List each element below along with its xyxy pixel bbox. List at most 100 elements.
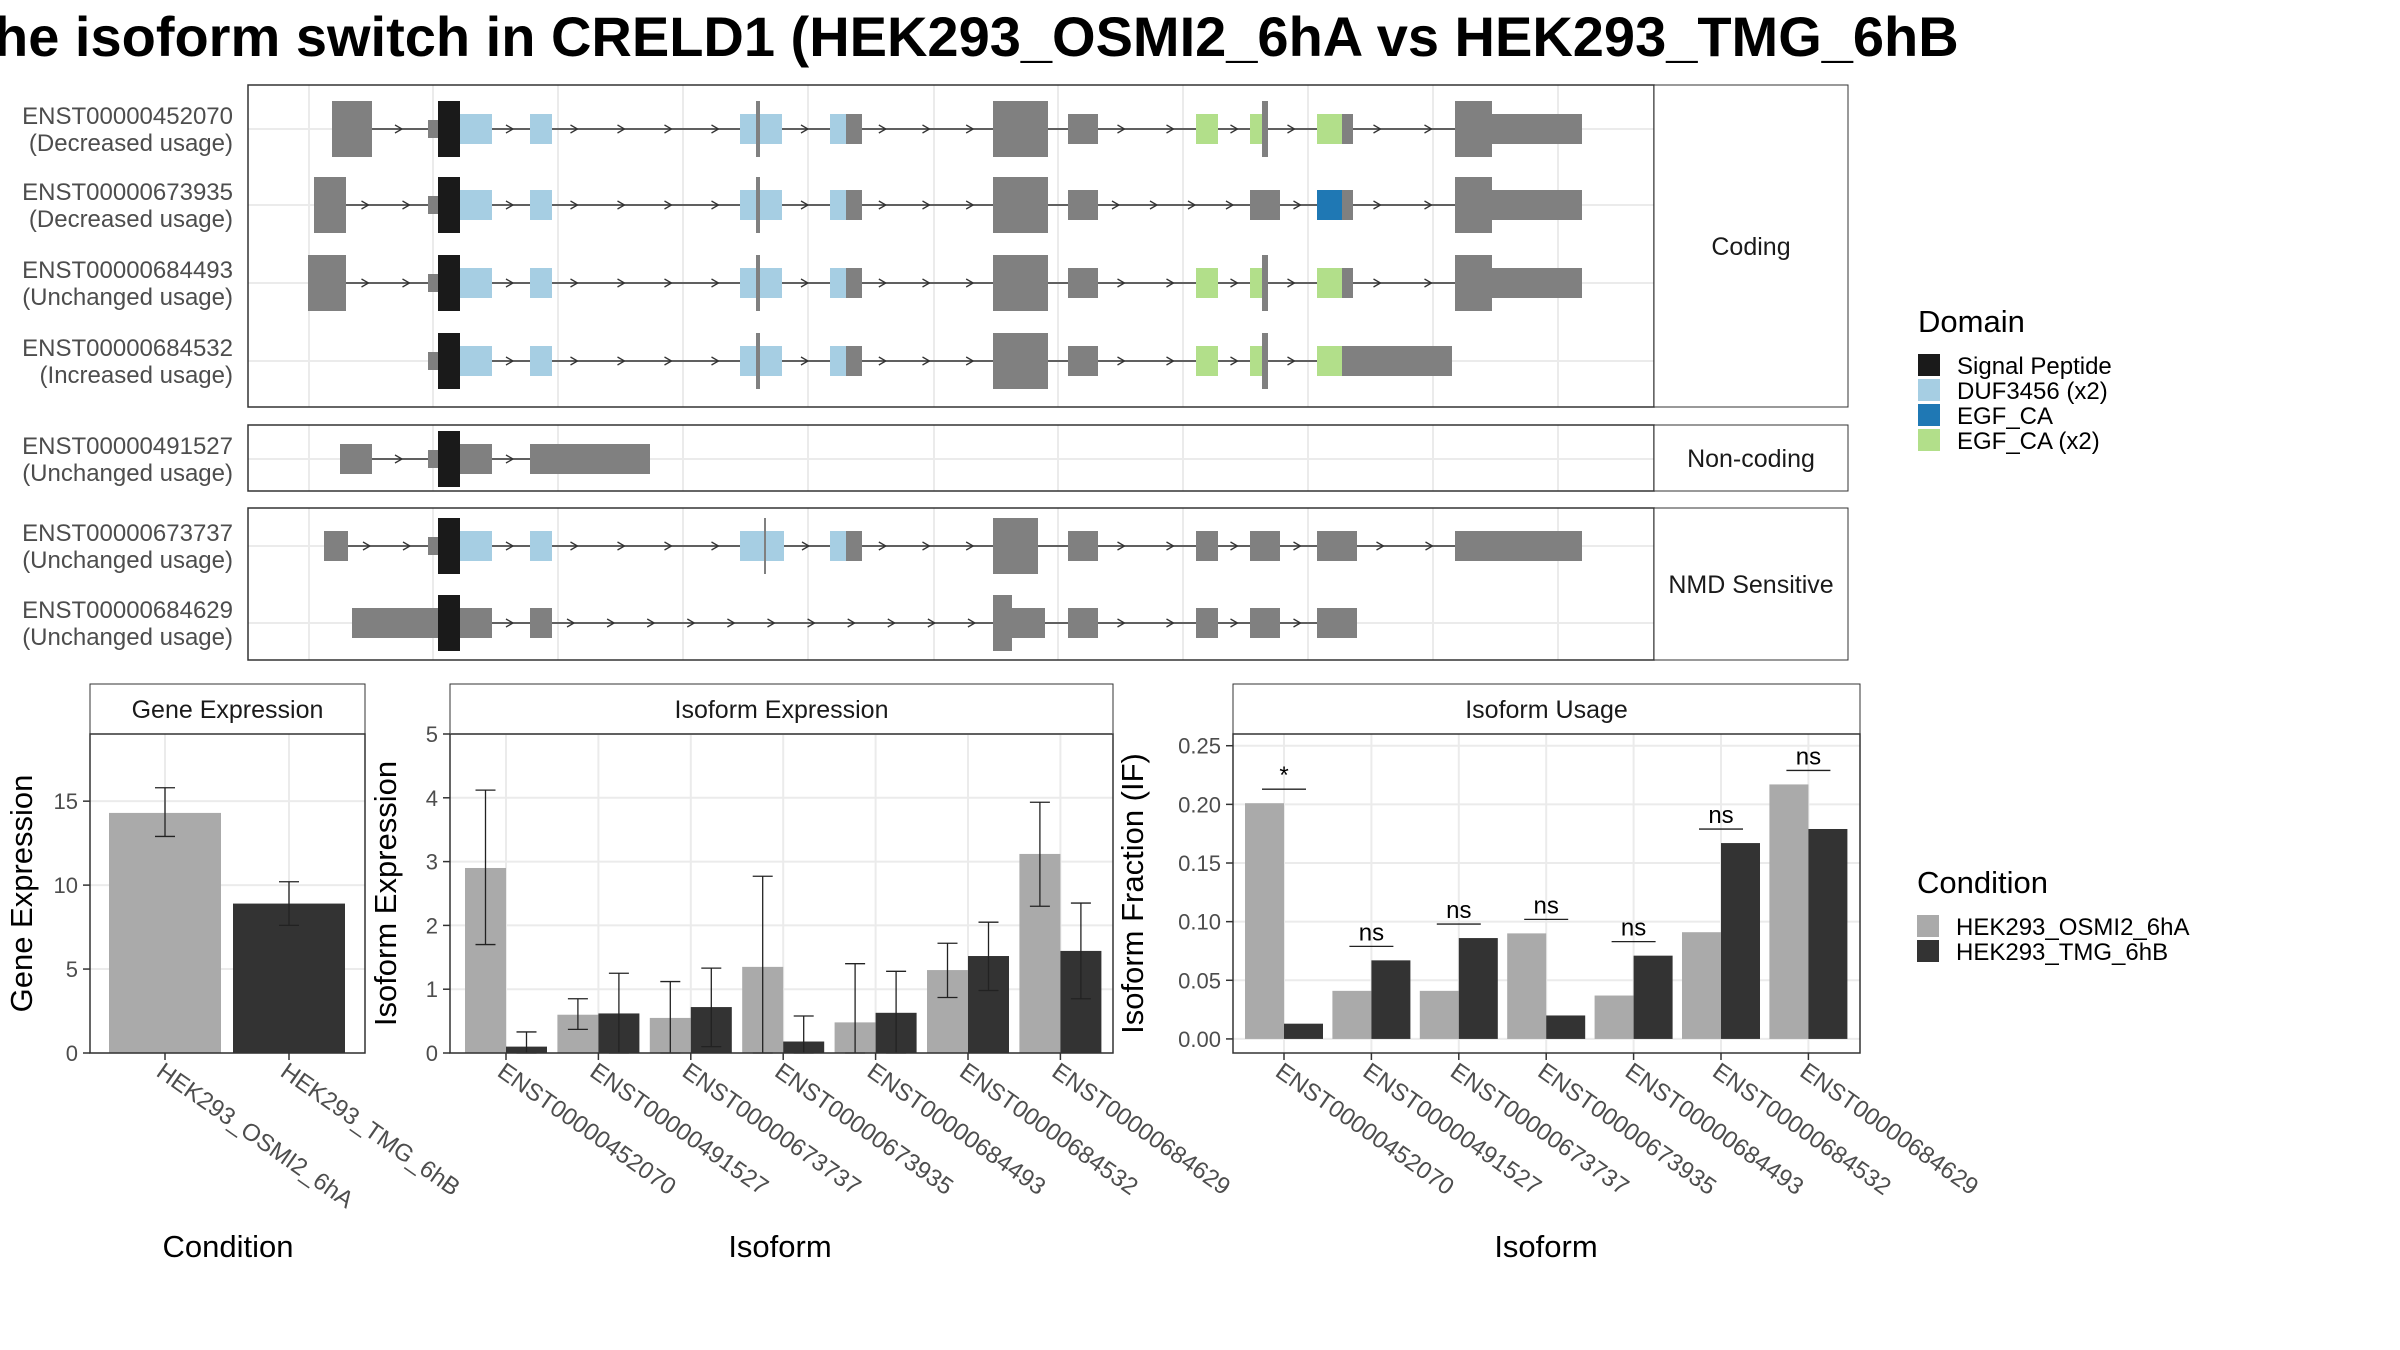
domain-segment <box>756 114 782 144</box>
isoform-usage-bar <box>1507 933 1547 1039</box>
gene-expression-bar <box>109 812 221 1053</box>
isoform-usage-ytick-label: 0.15 <box>1178 851 1221 876</box>
isoform-expression-ylabel: Isoform Expression <box>368 761 403 1026</box>
intron-arrow <box>878 541 888 551</box>
isoform-usage-significance-label: * <box>1279 762 1288 789</box>
intron-arrow <box>922 200 931 210</box>
condition-legend-swatch <box>1917 915 1939 937</box>
intron-arrow <box>927 618 937 628</box>
gene-expression-ytick-label: 10 <box>54 873 78 898</box>
intron-arrow <box>1230 541 1239 551</box>
gene-expression-ytick-label: 15 <box>54 789 78 814</box>
transcript-usage: (Unchanged usage) <box>22 547 233 574</box>
intron-arrow <box>402 278 411 288</box>
domain-segment <box>460 346 475 376</box>
intron-arrow <box>922 278 931 288</box>
domain-segment <box>1317 346 1342 376</box>
intron-arrow <box>505 454 515 464</box>
intron-arrow <box>922 124 931 134</box>
intron-arrow <box>1166 278 1175 288</box>
domain-legend-label: EGF_CA <box>1957 403 2053 430</box>
intron-arrow <box>617 356 626 366</box>
isoform-usage-bar <box>1332 990 1372 1039</box>
domain-segment <box>1250 114 1262 144</box>
domain-segment <box>438 518 460 574</box>
intron-arrow <box>1166 541 1175 551</box>
transcript-usage: (Unchanged usage) <box>22 284 233 311</box>
exon <box>428 537 438 555</box>
condition-legend-label: HEK293_TMG_6hB <box>1956 939 2168 966</box>
intron-arrow <box>887 618 897 628</box>
isoform-expression-ytick-label: 5 <box>426 722 438 747</box>
intron-arrow <box>664 200 673 210</box>
intron-arrow <box>361 200 370 210</box>
intron-arrow <box>878 124 888 134</box>
intron-arrow <box>570 356 579 366</box>
intron-arrow <box>800 200 810 210</box>
intron-arrow <box>566 618 576 628</box>
transcript-id: ENST00000673737 <box>22 520 233 547</box>
facet-strip <box>1653 424 1849 492</box>
intron-arrow <box>1293 618 1302 628</box>
domain-segment <box>756 268 782 298</box>
exon <box>1455 101 1492 157</box>
isoform-usage-bar <box>1419 990 1459 1039</box>
intron-arrow <box>686 618 696 628</box>
isoform-expression-ytick-label: 2 <box>426 913 438 938</box>
intron-arrow <box>1425 541 1434 551</box>
domain-segment <box>740 190 756 220</box>
exon-boundary <box>1262 101 1268 157</box>
exon <box>993 333 1048 389</box>
intron-arrow <box>1111 200 1121 210</box>
intron-arrow <box>1117 356 1126 366</box>
isoform-usage-significance-label: ns <box>1796 743 1821 770</box>
exon <box>530 444 552 474</box>
exon <box>993 255 1048 311</box>
isoform-usage-bar <box>1633 955 1673 1039</box>
intron-arrow <box>727 618 736 628</box>
exon <box>1068 531 1092 561</box>
domain-legend-swatch <box>1918 354 1940 376</box>
intron-arrow <box>967 618 977 628</box>
intron-arrow <box>1424 200 1433 210</box>
gene-expression-ylabel: Gene Expression <box>4 775 39 1013</box>
exon <box>552 444 650 474</box>
intron-arrow <box>505 124 515 134</box>
isoform-usage-significance-label: ns <box>1708 802 1733 829</box>
intron-arrow <box>878 356 888 366</box>
facet-strip-label: Non-coding <box>1687 445 1815 473</box>
exon <box>428 450 438 468</box>
transcript-id: ENST00000452070 <box>22 103 233 130</box>
intron-arrow <box>922 356 931 366</box>
isoform-expression-ytick-label: 4 <box>426 786 438 811</box>
exon-boundary <box>756 101 760 157</box>
isoform-usage-ytick-label: 0.25 <box>1178 734 1221 759</box>
exon <box>846 531 862 561</box>
intron-arrow <box>664 541 673 551</box>
transcript-id: ENST00000684532 <box>22 335 233 362</box>
exon <box>1455 531 1582 561</box>
exon <box>308 255 346 311</box>
domain-segment <box>756 190 782 220</box>
exon <box>1092 531 1098 561</box>
domain-segment <box>830 346 846 376</box>
isoform-usage-ytick-label: 0.05 <box>1178 968 1221 993</box>
intron-arrow <box>1230 356 1239 366</box>
figure-title: he isoform switch in CRELD1 (HEK293_OSMI… <box>0 5 1959 68</box>
intron-arrow <box>606 618 616 628</box>
isoform-usage-significance-label: ns <box>1621 915 1646 942</box>
intron-arrow <box>505 278 515 288</box>
facet-strip-label: Coding <box>1711 233 1790 261</box>
domain-segment <box>438 101 460 157</box>
domain-segment <box>830 114 846 144</box>
isoform-usage-bar <box>1769 784 1809 1039</box>
transcript-structure-panel: Coding Non-coding NMD Sensitive ENST0000045… <box>22 84 1849 661</box>
exon <box>1250 190 1280 220</box>
domain-segment <box>756 346 782 376</box>
domain-segment <box>830 268 846 298</box>
domain-segment <box>460 114 475 144</box>
exon-boundary <box>1262 255 1268 311</box>
intron-arrow <box>505 541 515 551</box>
intron-arrow <box>505 356 515 366</box>
